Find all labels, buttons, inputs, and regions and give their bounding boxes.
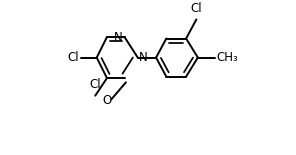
Text: N: N — [139, 51, 148, 64]
Text: Cl: Cl — [89, 78, 101, 91]
Text: O: O — [102, 94, 112, 107]
Text: CH₃: CH₃ — [217, 51, 238, 64]
Text: N: N — [114, 31, 123, 44]
Text: Cl: Cl — [68, 51, 79, 64]
Text: Cl: Cl — [191, 2, 202, 15]
